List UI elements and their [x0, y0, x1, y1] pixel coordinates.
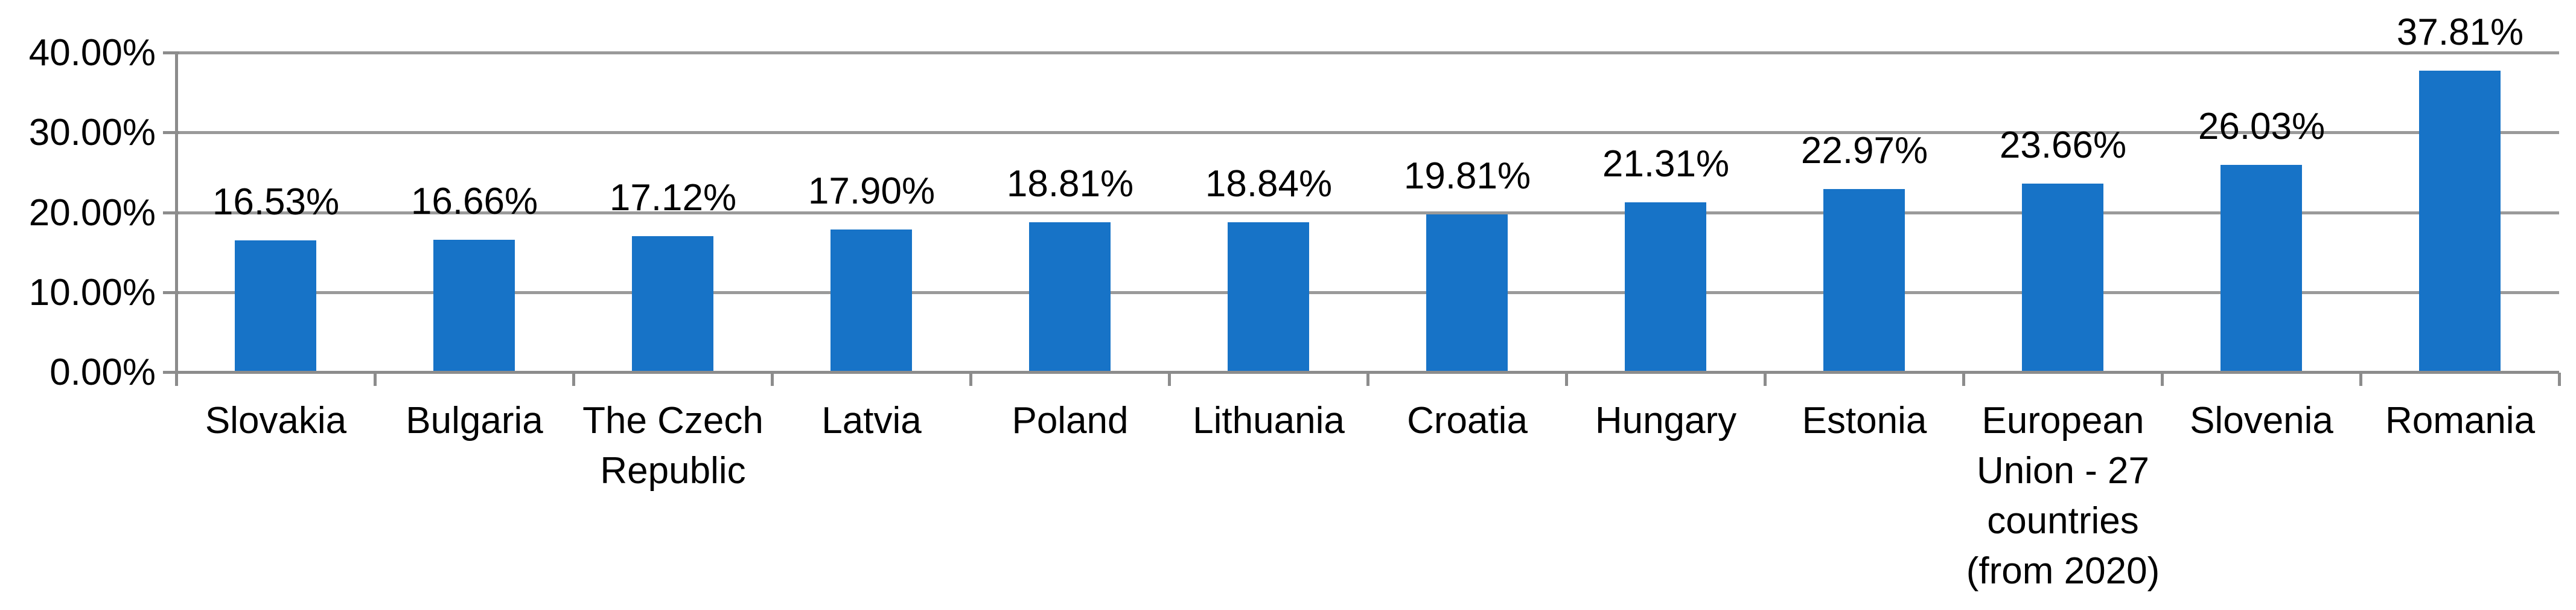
y-axis-tick-20 [163, 211, 179, 214]
value-label-slovenia: 26.03% [2198, 106, 2326, 147]
x-axis-tick-7 [1565, 373, 1568, 386]
y-axis-label-30: 30.00% [28, 112, 156, 154]
y-axis-line [175, 51, 178, 373]
bar-estonia [1823, 189, 1905, 374]
bar-the-czech-republic [632, 236, 713, 374]
value-label-bulgaria: 16.66% [410, 181, 538, 222]
x-axis-tick-1 [374, 373, 377, 386]
y-gridline-10 [176, 291, 2559, 294]
x-axis-tick-6 [1366, 373, 1369, 386]
category-label-estonia: Estonia [1802, 400, 1927, 441]
value-label-romania: 37.81% [2396, 11, 2524, 53]
value-label-latvia: 17.90% [808, 170, 936, 212]
value-label-lithuania: 18.84% [1205, 163, 1333, 205]
x-axis-tick-5 [1168, 373, 1171, 386]
bar-latvia [831, 230, 912, 374]
y-gridline-30 [176, 131, 2559, 135]
bar-european-union-27-countries-from-2020 [2022, 184, 2103, 374]
value-label-the-czech-republic: 17.12% [609, 177, 737, 219]
x-axis-line [163, 371, 2559, 374]
y-axis-label-20: 20.00% [28, 191, 156, 234]
x-axis-tick-12 [2558, 373, 2561, 386]
y-gridline-20 [176, 211, 2559, 214]
value-label-poland: 18.81% [1006, 163, 1134, 205]
value-label-slovakia: 16.53% [212, 181, 340, 223]
bar-croatia [1426, 214, 1508, 374]
x-axis-tick-2 [572, 373, 575, 386]
category-label-slovenia: Slovenia [2190, 400, 2333, 441]
bar-hungary [1625, 202, 1706, 374]
y-gridline-40 [176, 51, 2559, 54]
x-axis-tick-0 [175, 373, 178, 386]
category-label-romania: Romania [2385, 400, 2536, 441]
category-label-lithuania: Lithuania [1193, 400, 1345, 441]
bar-slovakia [235, 240, 316, 374]
bar-lithuania [1228, 222, 1309, 374]
category-label-the-czech-republic: The Czech Republic [582, 400, 764, 492]
y-axis-label-40: 40.00% [28, 32, 156, 74]
value-label-hungary: 21.31% [1602, 143, 1730, 185]
x-axis-tick-10 [2161, 373, 2164, 386]
x-axis-tick-8 [1764, 373, 1767, 386]
category-label-croatia: Croatia [1407, 400, 1528, 441]
y-axis-label-10: 10.00% [28, 271, 156, 313]
category-label-hungary: Hungary [1595, 400, 1737, 441]
bar-poland [1029, 222, 1111, 374]
y-axis-label-0: 0.00% [49, 352, 156, 393]
category-label-european-union-27-countries-from-2020: European Union - 27 countries (from 2020… [1966, 400, 2160, 592]
x-axis-tick-9 [1962, 373, 1965, 386]
value-label-estonia: 22.97% [1800, 130, 1928, 172]
category-label-poland: Poland [1012, 400, 1129, 441]
bar-romania [2419, 71, 2501, 374]
x-axis-tick-4 [969, 373, 972, 386]
value-label-european-union-27-countries-from-2020: 23.66% [1999, 124, 2127, 166]
category-label-latvia: Latvia [821, 400, 922, 441]
bar-slovenia [2221, 165, 2302, 374]
bar-bulgaria [433, 240, 515, 374]
category-label-bulgaria: Bulgaria [406, 400, 543, 441]
category-label-slovakia: Slovakia [205, 400, 347, 441]
value-label-croatia: 19.81% [1403, 155, 1531, 197]
y-axis-tick-30 [163, 131, 179, 135]
x-axis-tick-11 [2359, 373, 2362, 386]
y-axis-tick-40 [163, 51, 179, 54]
y-axis-tick-10 [163, 291, 179, 294]
x-axis-tick-3 [771, 373, 774, 386]
